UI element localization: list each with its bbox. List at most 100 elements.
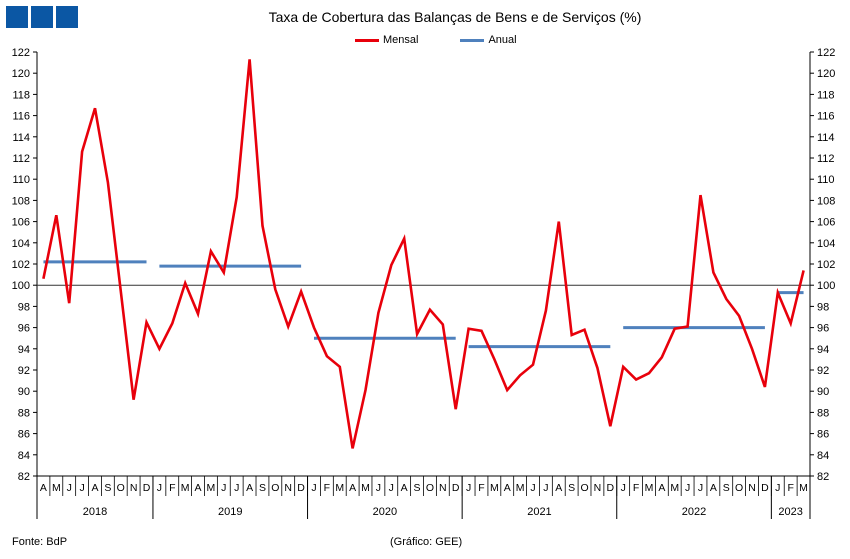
x-tick-label: A (40, 482, 47, 494)
x-tick-label: J (530, 482, 535, 494)
x-tick-label: A (555, 482, 562, 494)
x-tick-label: J (685, 482, 690, 494)
x-tick-label: S (104, 482, 111, 494)
y-tick-label-left: 110 (12, 174, 30, 186)
x-tick-label: N (284, 482, 292, 494)
x-tick-label: M (335, 482, 344, 494)
x-tick-label: A (658, 482, 665, 494)
mensal-series-line (42, 59, 805, 449)
x-tick-label: S (723, 482, 730, 494)
x-tick-label: S (414, 482, 421, 494)
y-tick-label-right: 114 (817, 132, 835, 144)
x-tick-label: A (195, 482, 202, 494)
y-tick-label-left: 96 (18, 323, 30, 335)
y-tick-label-right: 86 (817, 429, 829, 441)
y-tick-label-left: 100 (12, 280, 30, 292)
x-tick-label: A (504, 482, 511, 494)
y-tick-label-right: 94 (817, 344, 829, 356)
y-tick-label-right: 100 (817, 280, 835, 292)
y-tick-label-right: 92 (817, 365, 829, 377)
y-tick-label-left: 86 (18, 429, 30, 441)
y-tick-label-left: 108 (12, 195, 30, 207)
x-tick-label: D (297, 482, 305, 494)
logo-block-3 (56, 6, 78, 28)
y-tick-label-right: 106 (817, 217, 835, 229)
x-tick-label: J (389, 482, 394, 494)
x-tick-label: N (594, 482, 602, 494)
y-tick-label-right: 90 (817, 386, 829, 398)
x-tick-label: D (452, 482, 460, 494)
x-tick-label: F (633, 482, 639, 494)
x-tick-label: J (775, 482, 780, 494)
y-tick-label-left: 94 (18, 344, 30, 356)
y-tick-label-right: 112 (817, 153, 835, 165)
x-tick-label: D (607, 482, 615, 494)
x-tick-label: J (234, 482, 239, 494)
x-tick-label: O (117, 482, 125, 494)
year-label: 2023 (778, 506, 802, 518)
y-tick-label-left: 104 (12, 238, 30, 250)
x-tick-label: F (787, 482, 793, 494)
y-tick-label-left: 122 (12, 47, 30, 59)
x-tick-label: M (52, 482, 61, 494)
chart-credit: (Gráfico: GEE) (390, 536, 463, 548)
y-tick-label-right: 98 (817, 301, 829, 313)
y-tick-label-left: 118 (12, 89, 30, 101)
x-tick-label: J (466, 482, 471, 494)
y-tick-label-right: 104 (817, 238, 835, 250)
year-label: 2022 (682, 506, 706, 518)
legend-swatch-mensal (355, 38, 379, 42)
x-tick-label: J (698, 482, 703, 494)
y-tick-label-right: 110 (817, 174, 835, 186)
x-tick-label: D (761, 482, 769, 494)
legend-label-mensal: Mensal (383, 34, 419, 46)
x-tick-label: J (311, 482, 316, 494)
y-tick-label-left: 84 (18, 450, 30, 462)
x-tick-label: N (439, 482, 447, 494)
x-tick-label: M (490, 482, 499, 494)
x-tick-label: A (349, 482, 356, 494)
legend-label-anual: Anual (488, 34, 517, 46)
x-tick-label: A (246, 482, 253, 494)
y-tick-label-right: 122 (817, 47, 835, 59)
y-tick-label-right: 102 (817, 259, 835, 271)
x-tick-label: D (143, 482, 151, 494)
logo-block-2 (31, 6, 53, 28)
x-tick-label: M (361, 482, 370, 494)
y-tick-label-left: 88 (18, 407, 30, 419)
x-tick-label: M (516, 482, 525, 494)
y-tick-label-left: 98 (18, 301, 30, 313)
y-tick-label-right: 118 (817, 89, 835, 101)
x-tick-label: J (621, 482, 626, 494)
x-tick-label: M (799, 482, 808, 494)
x-tick-label: F (169, 482, 175, 494)
x-tick-label: M (670, 482, 679, 494)
y-tick-label-right: 120 (817, 68, 835, 80)
x-tick-label: F (478, 482, 484, 494)
x-tick-label: J (376, 482, 381, 494)
year-label: 2019 (218, 506, 242, 518)
x-tick-label: N (748, 482, 756, 494)
x-tick-label: J (79, 482, 84, 494)
x-tick-label: A (91, 482, 98, 494)
y-tick-label-left: 112 (12, 153, 30, 165)
x-tick-label: S (259, 482, 266, 494)
logo-block-1 (6, 6, 28, 28)
source-note: Fonte: BdP (12, 536, 68, 548)
y-tick-label-left: 102 (12, 259, 30, 271)
x-tick-label: A (710, 482, 717, 494)
y-tick-label-left: 92 (18, 365, 30, 377)
year-label: 2021 (527, 506, 551, 518)
y-tick-label-left: 114 (12, 132, 30, 144)
legend-item-anual: Anual (460, 34, 517, 46)
x-tick-label: J (67, 482, 72, 494)
y-tick-label-left: 120 (12, 68, 30, 80)
y-tick-label-right: 96 (817, 323, 829, 335)
y-tick-label-right: 88 (817, 407, 829, 419)
chart-title: Taxa de Cobertura das Balanças de Bens e… (268, 9, 642, 25)
chart-legend: Mensal Anual (355, 34, 559, 46)
y-tick-label-left: 116 (12, 111, 30, 123)
year-label: 2020 (373, 506, 397, 518)
x-tick-label: O (580, 482, 588, 494)
legend-swatch-anual (460, 38, 485, 42)
